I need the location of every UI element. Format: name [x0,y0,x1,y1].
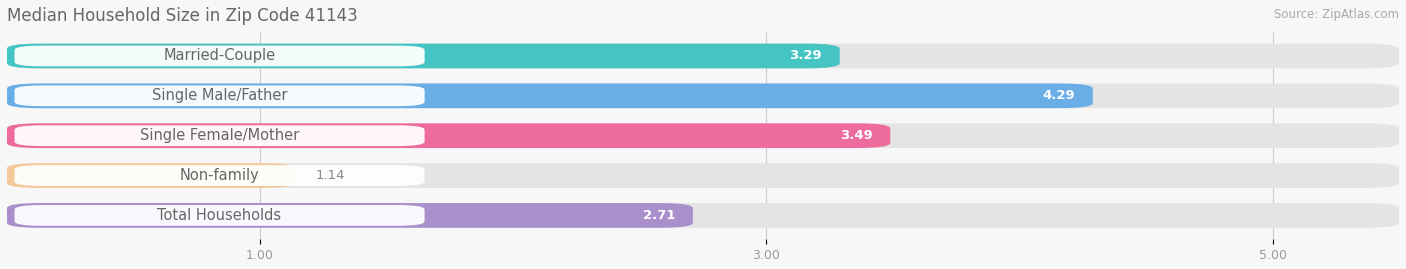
FancyBboxPatch shape [14,165,425,186]
Text: Total Households: Total Households [157,208,281,223]
Text: Married-Couple: Married-Couple [163,48,276,63]
FancyBboxPatch shape [14,205,425,226]
Text: Non-family: Non-family [180,168,260,183]
FancyBboxPatch shape [7,44,1399,68]
Text: Single Male/Father: Single Male/Father [152,88,287,103]
FancyBboxPatch shape [14,125,425,146]
FancyBboxPatch shape [14,86,425,106]
FancyBboxPatch shape [7,123,1399,148]
FancyBboxPatch shape [7,163,295,188]
FancyBboxPatch shape [7,44,839,68]
Text: Median Household Size in Zip Code 41143: Median Household Size in Zip Code 41143 [7,7,357,25]
FancyBboxPatch shape [14,45,425,66]
Text: Source: ZipAtlas.com: Source: ZipAtlas.com [1274,8,1399,21]
Text: 1.14: 1.14 [316,169,346,182]
Text: 4.29: 4.29 [1042,89,1076,102]
Text: 2.71: 2.71 [643,209,675,222]
Text: 3.29: 3.29 [789,49,823,62]
FancyBboxPatch shape [7,83,1399,108]
FancyBboxPatch shape [7,163,1399,188]
FancyBboxPatch shape [7,203,693,228]
Text: Single Female/Mother: Single Female/Mother [141,128,299,143]
FancyBboxPatch shape [7,83,1092,108]
FancyBboxPatch shape [7,203,1399,228]
Text: 3.49: 3.49 [839,129,873,142]
FancyBboxPatch shape [7,123,890,148]
